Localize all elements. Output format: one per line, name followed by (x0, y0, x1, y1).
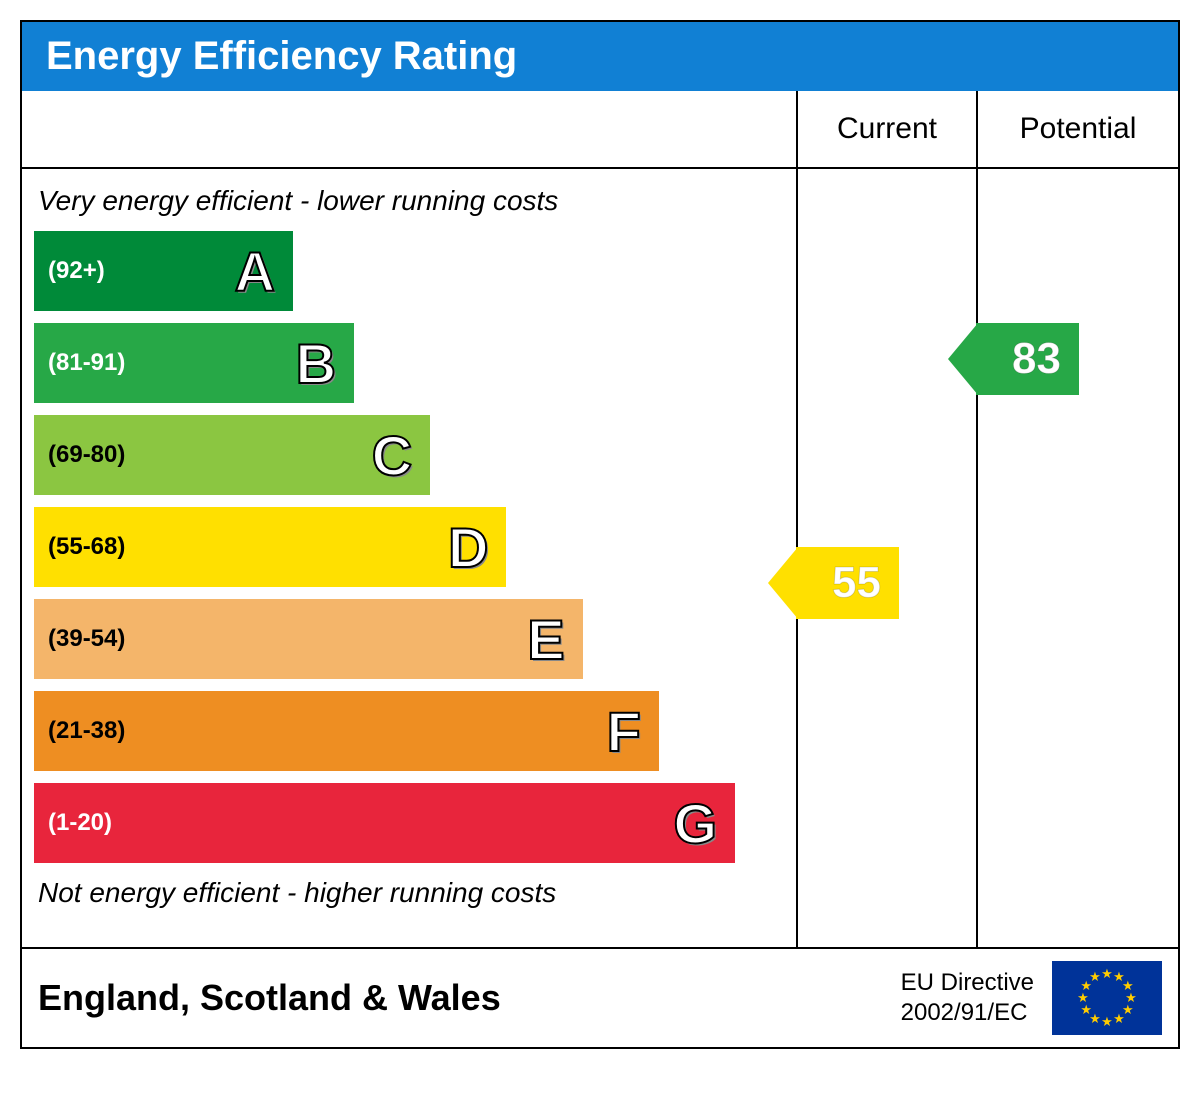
pointer-current-value: 55 (796, 547, 899, 619)
column-potential: 83 (978, 169, 1178, 949)
eu-flag-icon: ★★★★★★★★★★★★ (1052, 961, 1162, 1035)
bar-letter: B (296, 331, 336, 396)
rating-bar-b: (81-91) B (34, 323, 354, 403)
rating-bar-a: (92+) A (34, 231, 293, 311)
bar-letter: G (673, 791, 717, 856)
bar-range: (69-80) (48, 441, 125, 469)
pointer-potential-value: 83 (976, 323, 1079, 395)
eu-star: ★ (1101, 966, 1113, 982)
rating-bar-c: (69-80) C (34, 415, 430, 495)
eu-star: ★ (1089, 969, 1101, 985)
rating-bar-g: (1-20) G (34, 783, 735, 863)
epc-chart: Energy Efficiency Rating Current Potenti… (20, 20, 1180, 1049)
caption-inefficient: Not energy efficient - higher running co… (34, 863, 796, 915)
eu-star: ★ (1101, 1014, 1113, 1030)
caption-efficient: Very energy efficient - lower running co… (34, 179, 796, 231)
rating-bar-f: (21-38) F (34, 691, 659, 771)
bar-range: (1-20) (48, 809, 112, 837)
bar-range: (39-54) (48, 625, 125, 653)
bar-letter: A (235, 239, 275, 304)
footer: England, Scotland & Wales EU Directive 2… (22, 949, 1178, 1047)
chart-grid: Current Potential Very energy efficient … (22, 91, 1178, 949)
directive-line2: 2002/91/EC (901, 998, 1034, 1028)
rating-bar-d: (55-68) D (34, 507, 506, 587)
footer-directive: EU Directive 2002/91/EC (901, 968, 1034, 1028)
directive-line1: EU Directive (901, 968, 1034, 998)
header-blank (22, 91, 798, 169)
pointer-current: 55 (796, 547, 899, 619)
column-current: 55 (798, 169, 978, 949)
chart-title: Energy Efficiency Rating (22, 22, 1178, 91)
bars-area: Very energy efficient - lower running co… (22, 169, 798, 949)
bar-letter: C (372, 423, 412, 488)
bar-range: (21-38) (48, 717, 125, 745)
rating-bar-e: (39-54) E (34, 599, 583, 679)
header-current: Current (798, 91, 978, 169)
bars-stack: (92+) A (81-91) B (69-80) C (55-68) D (39-54) E (2… (34, 231, 796, 863)
bar-range: (55-68) (48, 533, 125, 561)
bar-letter: E (527, 607, 564, 672)
bar-letter: F (607, 699, 641, 764)
footer-region: England, Scotland & Wales (38, 977, 883, 1019)
bar-range: (92+) (48, 257, 105, 285)
header-potential: Potential (978, 91, 1178, 169)
pointer-potential: 83 (976, 323, 1079, 395)
eu-star: ★ (1113, 1011, 1125, 1027)
bar-range: (81-91) (48, 349, 125, 377)
bar-letter: D (448, 515, 488, 580)
